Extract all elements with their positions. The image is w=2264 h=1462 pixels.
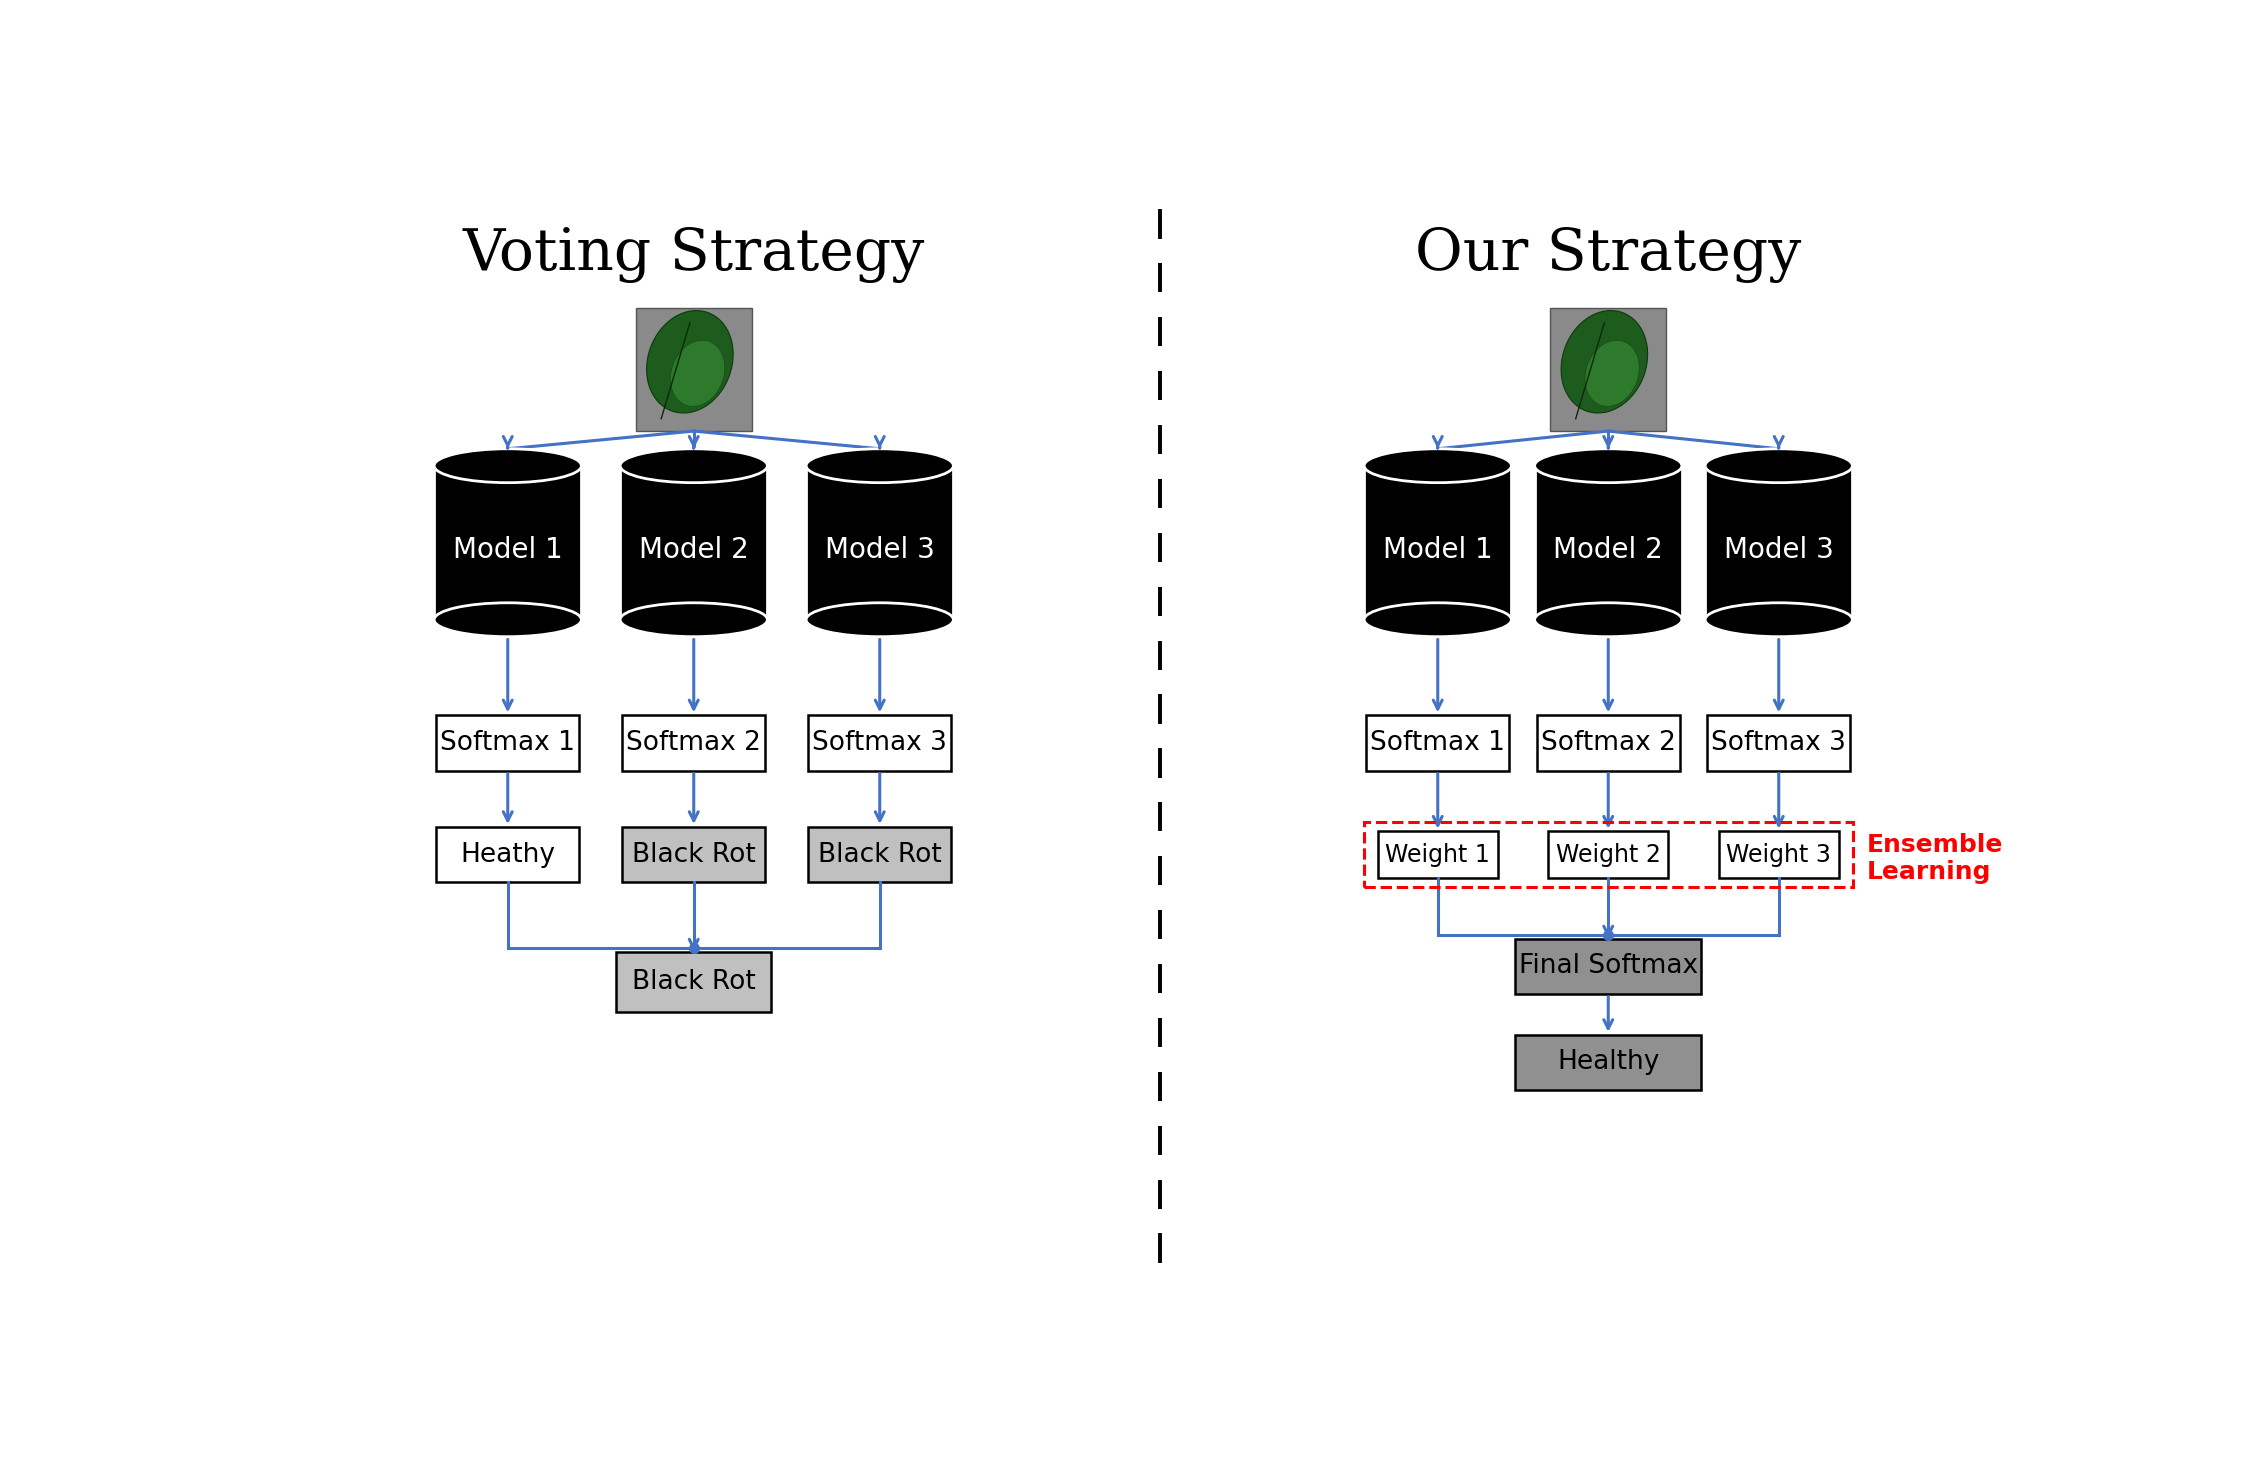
- Bar: [1365, 715, 1510, 770]
- Bar: [623, 827, 765, 882]
- Text: Black Rot: Black Rot: [817, 842, 942, 867]
- Ellipse shape: [435, 449, 582, 482]
- Bar: [1537, 715, 1680, 770]
- Bar: [806, 466, 953, 620]
- Bar: [437, 827, 580, 882]
- Bar: [808, 827, 951, 882]
- Text: Black Rot: Black Rot: [632, 842, 756, 867]
- Bar: [1549, 832, 1669, 877]
- Bar: [435, 466, 582, 620]
- Ellipse shape: [1705, 602, 1852, 636]
- Bar: [1379, 832, 1499, 877]
- Bar: [808, 715, 951, 770]
- Text: Softmax 1: Softmax 1: [1370, 730, 1506, 756]
- Bar: [620, 466, 767, 620]
- Text: Model 3: Model 3: [1723, 537, 1834, 564]
- Text: Final Softmax: Final Softmax: [1519, 953, 1698, 980]
- Text: Model 1: Model 1: [453, 537, 564, 564]
- Text: Weight 2: Weight 2: [1555, 842, 1662, 867]
- Bar: [437, 715, 580, 770]
- Ellipse shape: [1365, 449, 1512, 482]
- Text: Model 3: Model 3: [824, 537, 935, 564]
- Ellipse shape: [1535, 449, 1682, 482]
- Bar: [1365, 466, 1512, 620]
- Ellipse shape: [1365, 602, 1512, 636]
- Bar: [1535, 466, 1682, 620]
- Bar: [1515, 1035, 1700, 1091]
- Text: Softmax 3: Softmax 3: [1712, 730, 1845, 756]
- Ellipse shape: [435, 602, 582, 636]
- Text: Softmax 2: Softmax 2: [627, 730, 761, 756]
- Bar: [623, 715, 765, 770]
- Text: Model 2: Model 2: [638, 537, 749, 564]
- Ellipse shape: [648, 310, 734, 412]
- Bar: [1363, 822, 1852, 887]
- Text: Model 1: Model 1: [1383, 537, 1492, 564]
- Text: Weight 3: Weight 3: [1727, 842, 1832, 867]
- Text: Heathy: Heathy: [460, 842, 555, 867]
- Text: Healthy: Healthy: [1558, 1050, 1660, 1076]
- Bar: [636, 308, 752, 431]
- Ellipse shape: [1705, 449, 1852, 482]
- Bar: [1707, 715, 1850, 770]
- Text: Model 2: Model 2: [1553, 537, 1664, 564]
- Bar: [1551, 308, 1666, 431]
- Bar: [1515, 939, 1700, 994]
- Bar: [1718, 832, 1838, 877]
- Text: Softmax 3: Softmax 3: [813, 730, 946, 756]
- Text: Softmax 2: Softmax 2: [1542, 730, 1675, 756]
- Bar: [616, 952, 772, 1012]
- Bar: [1705, 466, 1852, 620]
- Ellipse shape: [620, 602, 767, 636]
- Text: Weight 1: Weight 1: [1386, 842, 1490, 867]
- Ellipse shape: [620, 449, 767, 482]
- Ellipse shape: [806, 602, 953, 636]
- Text: Softmax 1: Softmax 1: [439, 730, 575, 756]
- Ellipse shape: [1585, 341, 1639, 406]
- Text: Ensemble: Ensemble: [1868, 833, 2004, 857]
- Text: Our Strategy: Our Strategy: [1415, 227, 1802, 284]
- Text: Black Rot: Black Rot: [632, 969, 756, 994]
- Ellipse shape: [806, 449, 953, 482]
- Ellipse shape: [670, 341, 724, 406]
- Ellipse shape: [1535, 602, 1682, 636]
- Text: Learning: Learning: [1868, 860, 1992, 883]
- Ellipse shape: [1562, 310, 1648, 412]
- Text: Voting Strategy: Voting Strategy: [462, 227, 926, 284]
